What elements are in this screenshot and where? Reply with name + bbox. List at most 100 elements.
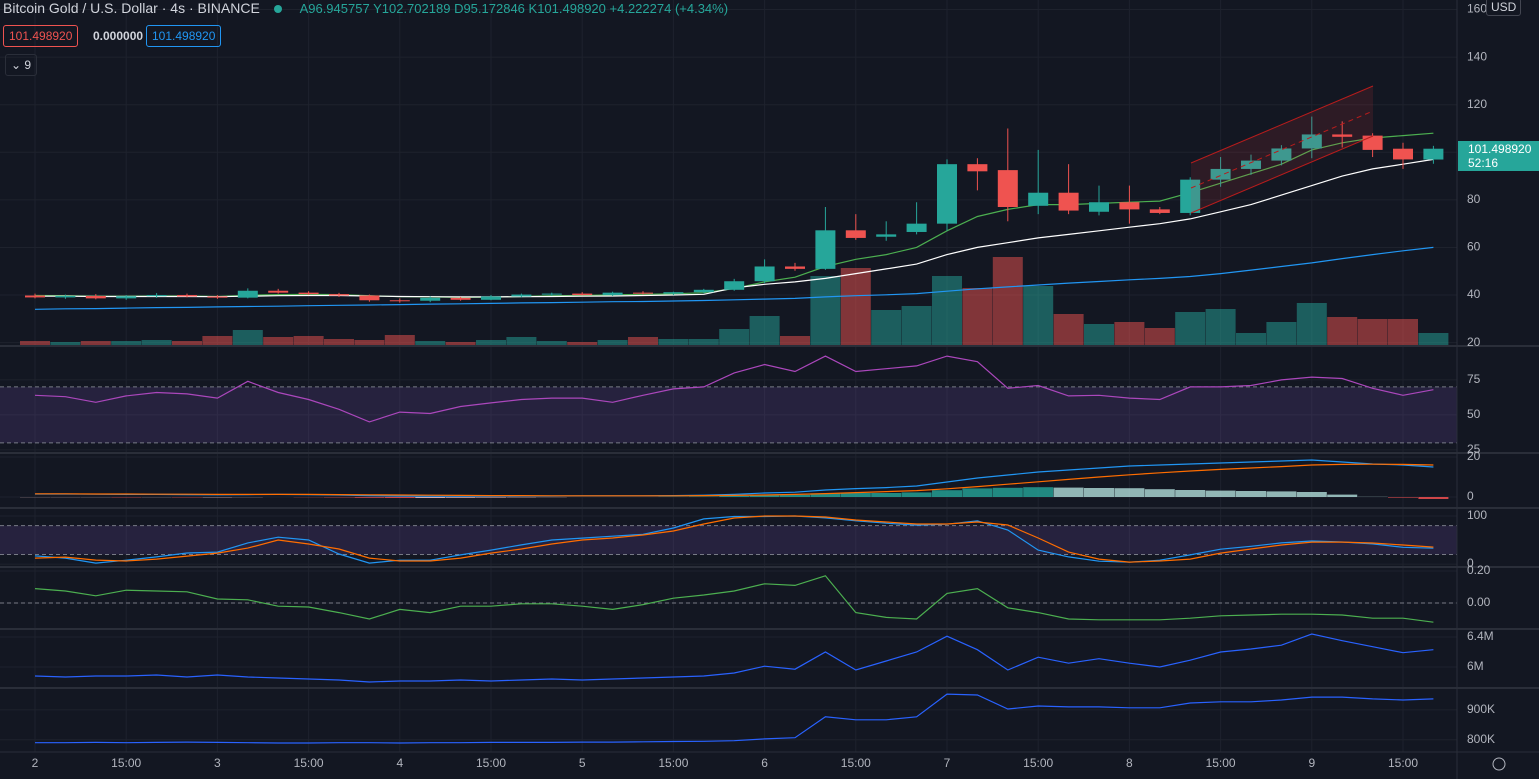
histogram-bar: [1175, 490, 1206, 497]
legend-title: Bitcoin Gold / U.S. Dollar · 4s · BINANC…: [3, 0, 729, 16]
y-tick-label: 60: [1467, 240, 1481, 254]
indicator-line: [34, 515, 1434, 563]
histogram-bar: [445, 497, 476, 498]
candle-body: [146, 295, 167, 297]
candle-body: [1362, 135, 1383, 150]
candle-body: [693, 289, 714, 293]
x-tick-label: 15:00: [111, 756, 141, 770]
volume-bar: [1418, 333, 1449, 345]
indicator-line: [34, 633, 1434, 683]
candle-body: [937, 164, 957, 224]
volume-bar: [1175, 312, 1206, 345]
histogram-bar: [354, 497, 385, 498]
y-tick-label: 900K: [1467, 702, 1495, 716]
candle-body: [1180, 179, 1201, 213]
y-tick-label: 50: [1467, 407, 1481, 421]
histogram-bar: [749, 495, 780, 497]
change: +4.222274 (+4.34%): [609, 1, 729, 16]
candle-body: [1423, 148, 1444, 160]
input-value: 0.000000: [93, 29, 144, 43]
y-tick-label: 100: [1467, 508, 1487, 522]
channel-fill: [1191, 86, 1373, 213]
volume-bar: [172, 341, 202, 345]
histogram-bar: [962, 488, 993, 497]
candle-body: [268, 290, 289, 293]
y-tick-label: 0.00: [1467, 595, 1491, 609]
candle-body: [55, 295, 76, 298]
histogram-bar: [1266, 491, 1297, 497]
x-tick-label: 5: [579, 756, 586, 770]
band: [0, 525, 1457, 555]
candle-body: [481, 296, 501, 300]
candle-body: [754, 266, 775, 282]
interval: 4s: [170, 0, 186, 16]
histogram-bar: [476, 497, 506, 498]
x-tick-label: 15:00: [658, 756, 688, 770]
histogram-bar: [1144, 489, 1175, 497]
y-tick-label: 160: [1467, 2, 1487, 16]
x-tick-label: 3: [214, 756, 221, 770]
candle-body: [906, 223, 927, 232]
y-tick-label: 800K: [1467, 732, 1495, 746]
y-tick-label: 6.4M: [1467, 629, 1494, 643]
currency[interactable]: USD: [1486, 0, 1522, 16]
candle-body: [967, 164, 988, 172]
volume-bar: [658, 339, 689, 345]
histogram-bar: [810, 493, 841, 497]
volume-bar: [293, 336, 324, 345]
histogram-bar: [932, 490, 962, 497]
candle-body: [359, 295, 380, 301]
histogram-bar: [1418, 497, 1449, 499]
x-tick-label: 15:00: [294, 756, 324, 770]
candle-body: [997, 170, 1018, 207]
close: K101.498920: [528, 1, 606, 16]
last-price: 101.498920: [1468, 141, 1532, 156]
histogram-bar: [840, 493, 871, 497]
y-tick-label: 20: [1467, 449, 1481, 463]
open: A96.945757: [299, 1, 370, 16]
candle-body: [876, 234, 897, 237]
volume-bar: [1357, 319, 1388, 345]
volume-bar: [1205, 309, 1236, 345]
low: D95.172846: [454, 1, 525, 16]
candle-body: [785, 266, 805, 269]
candle-body: [1028, 192, 1049, 206]
indicator-line: [34, 355, 1434, 423]
candle-body: [663, 292, 684, 294]
volume-bar: [141, 340, 172, 345]
volume-bar: [1266, 322, 1297, 345]
candle-body: [1089, 202, 1109, 212]
x-tick-label: 7: [944, 756, 951, 770]
y-tick-label: 20: [1467, 335, 1481, 349]
histogram-bar: [1388, 497, 1418, 498]
candle-body: [815, 230, 836, 269]
settings-icon[interactable]: [1492, 757, 1506, 771]
high: Y102.702189: [373, 1, 451, 16]
histogram-bar: [384, 497, 415, 498]
y-tick-label: 75: [1467, 372, 1481, 386]
volume-bar: [840, 268, 871, 345]
volume-bar: [20, 341, 50, 345]
volume-bar: [111, 341, 142, 345]
candle-body: [845, 230, 866, 238]
x-tick-label: 4: [396, 756, 403, 770]
histogram-bar: [719, 496, 750, 497]
candle-body: [1301, 134, 1322, 149]
moving-average: [34, 246, 1434, 310]
histogram-bar: [992, 487, 1023, 497]
histogram-bar: [1236, 491, 1266, 497]
volume-bar: [80, 341, 111, 345]
y-tick-label: 0: [1467, 556, 1474, 570]
volume-bar: [263, 337, 294, 345]
x-tick-label: 15:00: [841, 756, 871, 770]
x-tick-label: 15:00: [1388, 756, 1418, 770]
histogram-bar: [1327, 494, 1358, 497]
y-tick-label: 0: [1467, 489, 1474, 503]
histogram-bar: [1205, 490, 1236, 497]
collapse-button[interactable]: ⌄ 9: [5, 54, 38, 76]
candle-body: [1149, 209, 1170, 213]
channel-line: [1190, 135, 1374, 214]
candle-body: [237, 290, 258, 298]
volume-bar: [506, 337, 537, 345]
volume-bar: [476, 340, 506, 345]
